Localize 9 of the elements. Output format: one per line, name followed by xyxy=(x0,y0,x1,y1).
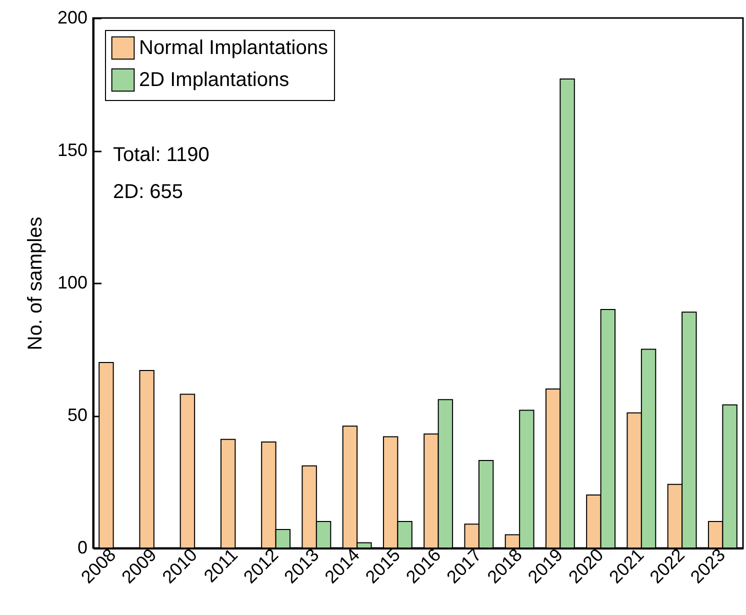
y-tick-label: 100 xyxy=(57,272,88,292)
legend-label: 2D Implantations xyxy=(139,69,290,91)
y-tick-label: 150 xyxy=(57,140,88,160)
annotation: Total: 1190 xyxy=(113,144,210,166)
annotation: 2D: 655 xyxy=(113,181,184,203)
y-tick-label: 50 xyxy=(67,405,88,425)
legend-label: Normal Implantations xyxy=(139,37,328,59)
y-axis-title: No. of samples xyxy=(24,216,46,350)
y-tick-label: 200 xyxy=(57,8,88,28)
